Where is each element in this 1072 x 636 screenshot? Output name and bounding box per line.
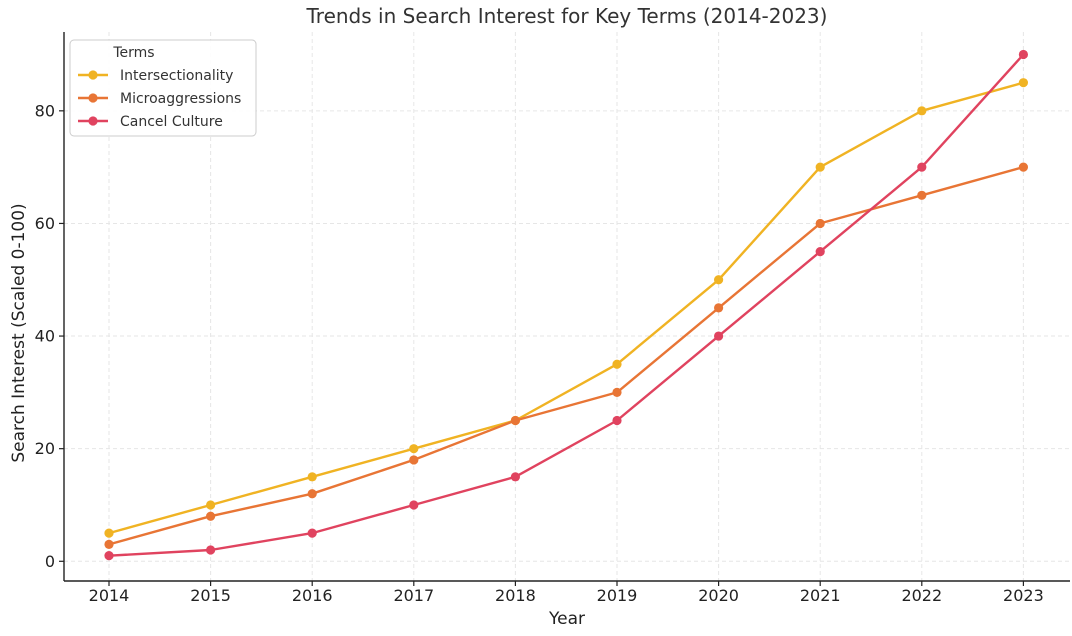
x-tick-label-2016: 2016 xyxy=(292,586,333,605)
data-point-cancel-culture-2018 xyxy=(510,472,520,482)
legend: Terms Intersectionality Microaggressions Ca… xyxy=(69,39,257,137)
data-point-microaggressions-2015 xyxy=(206,511,216,521)
legend-marker-cancel-culture xyxy=(88,116,98,126)
data-point-microaggressions-2021 xyxy=(815,218,825,229)
data-point-microaggressions-2023 xyxy=(1018,162,1028,172)
x-tick-label-2018: 2018 xyxy=(495,586,536,605)
y-axis-label: Search Interest (Scaled 0-100) xyxy=(9,203,29,462)
x-tick-label-2022: 2022 xyxy=(901,586,942,605)
x-tick-label-2014: 2014 xyxy=(89,586,130,605)
series-layer xyxy=(104,49,1028,561)
data-point-intersectionality-2017 xyxy=(409,444,419,454)
data-point-microaggressions-2017 xyxy=(409,455,419,465)
x-tick-label-2017: 2017 xyxy=(393,586,434,605)
x-axis-label: Year xyxy=(548,609,585,629)
data-point-intersectionality-2015 xyxy=(206,500,216,510)
data-point-microaggressions-2019 xyxy=(612,387,622,397)
y-tick-label-20: 20 xyxy=(35,439,55,458)
legend-marker-intersectionality xyxy=(88,70,98,80)
data-point-microaggressions-2014 xyxy=(104,539,114,550)
legend-box xyxy=(69,39,257,137)
data-point-cancel-culture-2022 xyxy=(917,162,927,172)
chart-title: Trends in Search Interest for Key Terms … xyxy=(306,4,828,28)
series-microaggressions xyxy=(104,162,1028,550)
x-tick-label-2023: 2023 xyxy=(1003,586,1044,605)
y-tick-label-80: 80 xyxy=(35,101,55,120)
data-point-microaggressions-2020 xyxy=(714,303,724,313)
data-point-cancel-culture-2015 xyxy=(206,545,216,555)
data-point-cancel-culture-2020 xyxy=(714,331,724,341)
x-tick-label-2015: 2015 xyxy=(190,586,231,605)
data-point-cancel-culture-2023 xyxy=(1018,49,1028,60)
series-intersectionality xyxy=(104,78,1028,538)
series-line-intersectionality xyxy=(108,81,1024,535)
data-point-microaggressions-2022 xyxy=(917,190,927,200)
data-point-intersectionality-2022 xyxy=(917,106,927,116)
y-tick-label-60: 60 xyxy=(35,214,55,233)
x-tick-label-2020: 2020 xyxy=(698,586,739,605)
axes: 2014 2015 2016 2017 2018 2019 2020 2021 2022 2023… xyxy=(35,32,1070,605)
data-point-cancel-culture-2019 xyxy=(612,415,622,426)
data-point-cancel-culture-2014 xyxy=(104,551,114,561)
data-point-intersectionality-2020 xyxy=(714,275,724,285)
x-tick-label-2019: 2019 xyxy=(597,586,638,605)
data-point-intersectionality-2019 xyxy=(612,359,622,369)
data-point-cancel-culture-2017 xyxy=(409,500,419,510)
x-tick-label-2021: 2021 xyxy=(800,586,841,605)
data-point-cancel-culture-2016 xyxy=(307,528,317,538)
legend-marker-microaggressions xyxy=(88,93,98,103)
legend-label-intersectionality: Intersectionality xyxy=(120,68,233,84)
y-tick-label-40: 40 xyxy=(35,327,55,346)
data-point-microaggressions-2018 xyxy=(510,415,520,426)
data-point-intersectionality-2023 xyxy=(1018,78,1028,88)
data-point-intersectionality-2021 xyxy=(815,162,825,172)
data-point-microaggressions-2016 xyxy=(307,489,317,499)
legend-label-cancel-culture: Cancel Culture xyxy=(120,114,223,130)
legend-title: Terms xyxy=(112,45,154,61)
data-point-cancel-culture-2021 xyxy=(815,247,825,257)
data-point-intersectionality-2016 xyxy=(307,472,317,482)
y-tick-label-0: 0 xyxy=(45,552,55,571)
data-point-intersectionality-2014 xyxy=(104,528,114,538)
series-cancel-culture xyxy=(104,49,1028,561)
legend-label-microaggressions: Microaggressions xyxy=(120,91,241,107)
series-line-cancel-culture xyxy=(108,53,1025,557)
